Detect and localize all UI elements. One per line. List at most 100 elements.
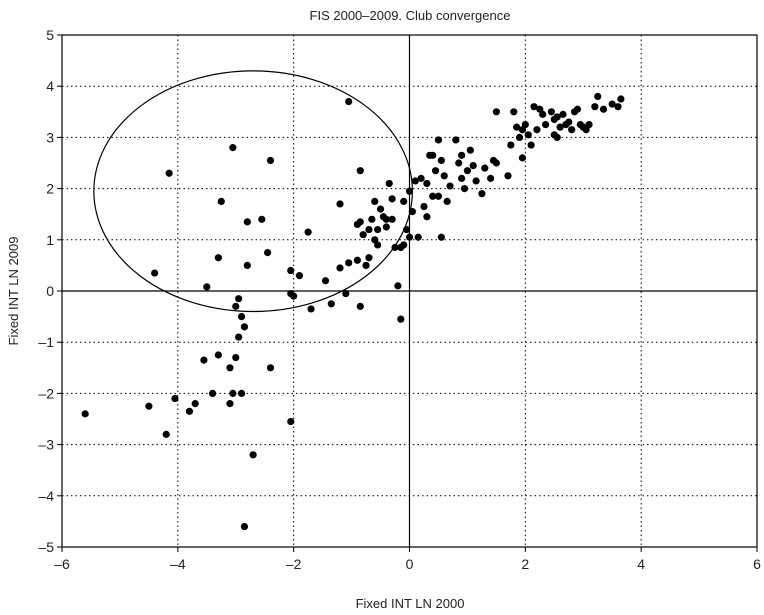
data-point [518, 154, 527, 162]
data-point [452, 136, 460, 144]
data-point [287, 266, 295, 275]
data-point [356, 302, 364, 310]
data-point [229, 389, 237, 397]
data-point [492, 108, 500, 116]
data-point [423, 179, 431, 188]
y-tick-label: –3 [38, 437, 54, 453]
data-point [481, 164, 489, 172]
y-tick-label: –1 [38, 334, 54, 350]
data-point [264, 249, 272, 257]
x-axis-label: Fixed INT LN 2000 [356, 596, 465, 611]
data-point [243, 218, 251, 226]
data-point [504, 172, 512, 180]
data-point [463, 167, 472, 175]
chart-title: FIS 2000–2009. Club convergence [310, 8, 511, 23]
data-point [191, 400, 199, 408]
data-point [243, 261, 251, 269]
data-point [342, 289, 350, 298]
data-point [376, 205, 385, 213]
data-point [171, 394, 179, 403]
data-point [345, 97, 353, 106]
data-point [81, 410, 89, 418]
data-point [214, 351, 222, 359]
y-tick-label: 2 [46, 181, 54, 197]
data-point [614, 103, 622, 111]
data-point [515, 133, 524, 141]
data-point [521, 121, 529, 129]
data-point [414, 233, 422, 241]
data-point [295, 272, 304, 280]
y-tick-label: –4 [38, 488, 54, 504]
data-point [431, 167, 440, 175]
data-point [440, 172, 448, 180]
data-point [232, 302, 240, 310]
data-point [382, 223, 390, 231]
data-point [388, 215, 396, 223]
y-tick-label: 0 [46, 283, 54, 299]
data-point [556, 123, 564, 131]
y-tick-label: –5 [38, 539, 54, 555]
data-point [527, 141, 535, 149]
data-point [553, 133, 561, 141]
y-axis-label: Fixed INT LN 2009 [6, 237, 21, 346]
data-point [608, 100, 616, 108]
data-point [408, 208, 416, 216]
data-point [429, 151, 437, 159]
x-tick-label: –4 [170, 556, 186, 572]
data-point [229, 144, 237, 152]
x-tick-label: 6 [753, 556, 761, 572]
data-points [81, 92, 625, 531]
data-point [151, 269, 159, 277]
data-point [162, 430, 170, 438]
x-axis-ticks: –6 –4 –2 0 2 4 6 [54, 547, 761, 572]
data-point [507, 141, 515, 149]
data-point [472, 177, 480, 185]
data-point [214, 254, 222, 262]
data-point [443, 197, 451, 205]
data-point [547, 108, 555, 116]
data-point [345, 259, 353, 267]
data-point [460, 185, 469, 193]
data-point [362, 261, 370, 269]
data-point [235, 295, 243, 303]
data-point [420, 202, 428, 211]
data-point [145, 402, 153, 410]
data-point [304, 228, 312, 236]
data-point [405, 187, 414, 195]
data-point [382, 215, 390, 223]
data-point [405, 233, 414, 241]
x-tick-label: –2 [286, 556, 302, 572]
data-point [469, 161, 477, 170]
x-tick-label: 4 [637, 556, 645, 572]
data-point [287, 417, 295, 426]
data-point [232, 353, 240, 362]
data-point [417, 174, 425, 182]
data-point [240, 323, 249, 331]
data-point [374, 225, 382, 234]
data-point [559, 110, 567, 118]
x-tick-label: 2 [521, 556, 529, 572]
data-point [208, 389, 217, 397]
data-point [533, 126, 541, 134]
data-point [365, 225, 373, 234]
data-point [565, 118, 573, 126]
data-point [226, 400, 234, 408]
data-point [434, 192, 443, 200]
data-point [400, 197, 408, 205]
data-point [492, 159, 500, 167]
data-point [258, 215, 266, 223]
data-point [434, 136, 443, 144]
data-point [266, 156, 275, 165]
data-point [400, 241, 408, 249]
data-point [617, 95, 625, 103]
data-point [466, 146, 474, 154]
data-point [423, 213, 431, 221]
data-point [336, 264, 344, 272]
y-tick-label: 4 [46, 78, 54, 94]
y-tick-label: –2 [38, 385, 54, 401]
zero-lines [62, 35, 757, 547]
data-point [510, 108, 518, 116]
data-point [478, 190, 486, 198]
data-point [290, 292, 298, 300]
data-point [429, 192, 437, 200]
